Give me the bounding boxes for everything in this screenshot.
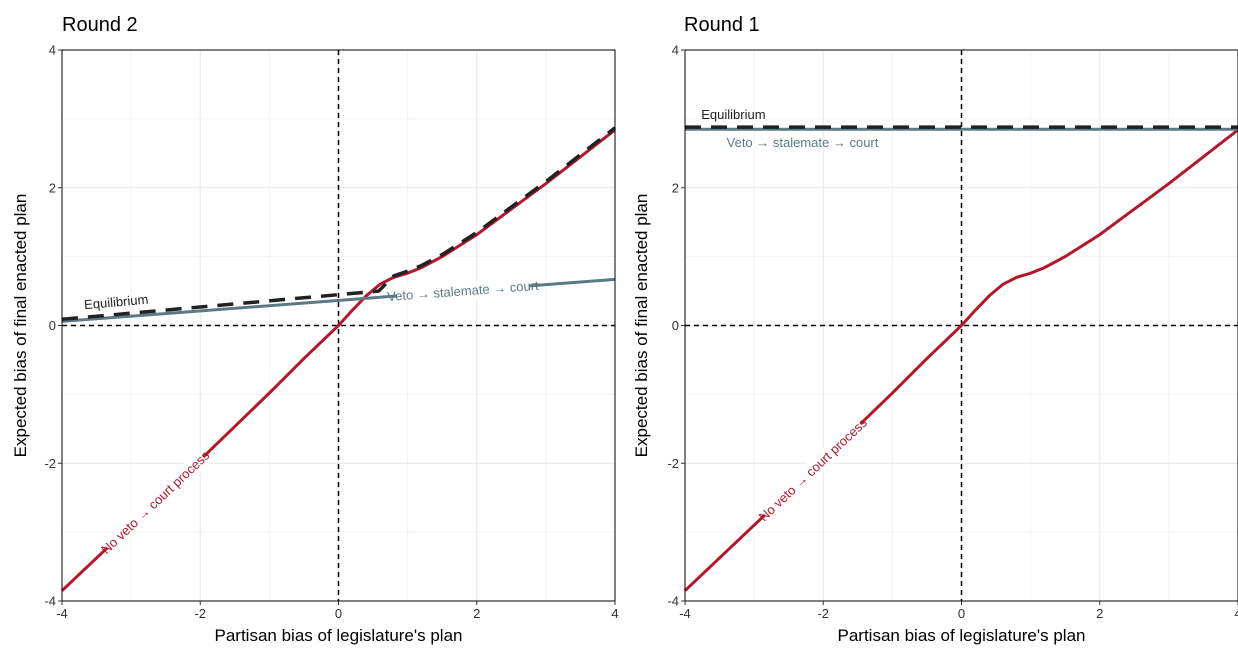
y-tick-label: 4 <box>672 43 679 58</box>
y-tick-label: 2 <box>672 180 679 195</box>
x-tick-label: 4 <box>1234 606 1238 621</box>
series-label-equilibrium: Equilibrium <box>701 107 765 122</box>
series-label-equilibrium: Equilibrium <box>83 292 148 313</box>
x-tick-label: 0 <box>335 606 342 621</box>
series-label-veto-stalemate: Veto → stalemate → court <box>387 278 540 304</box>
y-tick-label: 4 <box>49 43 56 58</box>
series-label-no-veto-background <box>758 417 868 522</box>
x-tick-label: 2 <box>1096 606 1103 621</box>
series-label-no-veto-background <box>101 450 210 555</box>
x-tick-label: -2 <box>817 606 829 621</box>
x-tick-label: -2 <box>194 606 206 621</box>
round-1-title: Round 1 <box>684 14 760 36</box>
round-1-panel: Round 1 No veto → court process Veto → sta… <box>632 14 1238 645</box>
series-line-equilibrium <box>61 126 617 322</box>
x-tick-label: 0 <box>958 606 965 621</box>
series-label-equilibrium-group: Equilibrium <box>83 292 148 313</box>
x-tick-label: -4 <box>56 606 68 621</box>
y-tick-label: 0 <box>672 318 679 333</box>
series-label-no-veto: No veto → court process <box>756 415 871 525</box>
y-tick-label: 0 <box>49 318 56 333</box>
series-label-no-veto-group: No veto → court process <box>756 415 871 525</box>
x-tick-label: 2 <box>473 606 480 621</box>
series-line-no-veto <box>683 128 1238 592</box>
round-1-y-axis-label: Expected bias of final enacted plan <box>632 194 651 458</box>
y-tick-label: -2 <box>667 456 679 471</box>
series-label-veto-stalemate: Veto → stalemate → court <box>727 135 879 150</box>
round-2-panel: Round 2 No veto → court process Veto → sta… <box>11 14 619 645</box>
round-2-title: Round 2 <box>62 14 138 36</box>
x-tick-label: -4 <box>679 606 691 621</box>
series-label-equilibrium-group: Equilibrium <box>701 107 765 122</box>
round-2-x-axis-label: Partisan bias of legislature's plan <box>215 626 463 645</box>
x-tick-label: 4 <box>611 606 618 621</box>
round-1-x-axis-label: Partisan bias of legislature's plan <box>838 626 1086 645</box>
series-label-no-veto: No veto → court process <box>98 447 213 557</box>
series-label-veto-stalemate-group: Veto → stalemate → court <box>727 135 879 150</box>
series-label-veto-stalemate-background <box>396 276 530 305</box>
y-tick-label: 2 <box>49 180 56 195</box>
y-tick-label: -2 <box>44 456 56 471</box>
y-tick-label: -4 <box>44 594 56 609</box>
round-2-y-axis-label: Expected bias of final enacted plan <box>11 194 30 458</box>
series-label-veto-stalemate-group: Veto → stalemate → court <box>387 276 540 305</box>
y-tick-label: -4 <box>667 594 679 609</box>
